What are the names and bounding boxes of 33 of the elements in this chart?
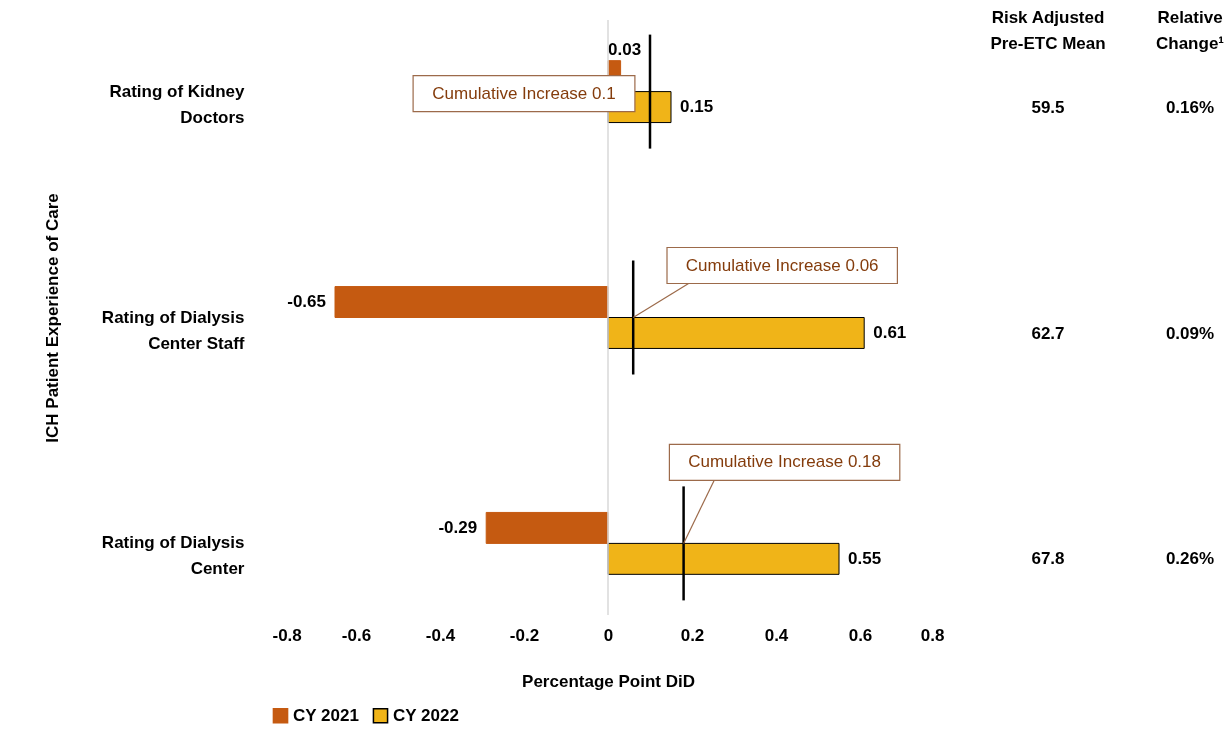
ref-line-label: Cumulative Increase 0.06 bbox=[685, 255, 879, 275]
x-tick-label: 0.8 bbox=[920, 625, 945, 645]
data-label: -0.65 bbox=[287, 292, 326, 312]
legend-label: CY 2022 bbox=[393, 705, 459, 725]
ref-line-label: Cumulative Increase 0.18 bbox=[688, 452, 881, 472]
x-tick-label: 0.4 bbox=[764, 625, 789, 645]
text: Relative Change¹ bbox=[1156, 8, 1225, 53]
y-tick-label: Rating of Dialysis Center Staff bbox=[101, 307, 245, 353]
data-label: 0.03 bbox=[608, 40, 642, 60]
x-axis-title: Percentage Point DiD bbox=[522, 671, 695, 691]
text: 67.8 bbox=[1031, 549, 1065, 569]
x-tick-label: -0.6 bbox=[341, 625, 372, 645]
data-label: -0.29 bbox=[438, 517, 478, 537]
text: 0.26% bbox=[1165, 549, 1215, 569]
text: 59.5 bbox=[1031, 97, 1065, 117]
x-tick-label: -0.2 bbox=[509, 625, 540, 645]
y-tick-label: Rating of Kidney Doctors bbox=[109, 81, 246, 127]
x-tick-label: 0.6 bbox=[848, 625, 873, 645]
text: Risk Adjusted Pre-ETC Mean bbox=[990, 8, 1106, 53]
x-tick-label: -0.8 bbox=[272, 625, 302, 645]
x-tick-label: 0 bbox=[603, 625, 614, 645]
x-tick-label: -0.4 bbox=[425, 625, 456, 645]
y-axis-title: ICH Patient Experience of Care bbox=[42, 193, 62, 443]
data-label: 0.15 bbox=[680, 97, 714, 117]
text: 0.09% bbox=[1165, 323, 1215, 343]
y-tick-label: Rating of Dialysis Center bbox=[101, 533, 245, 579]
x-tick-label: 0.2 bbox=[680, 625, 705, 645]
data-label: 0.55 bbox=[848, 548, 882, 568]
data-label: 0.61 bbox=[873, 322, 907, 342]
legend-label: CY 2021 bbox=[293, 705, 359, 725]
ref-line-label: Cumulative Increase 0.1 bbox=[432, 83, 616, 103]
text: 62.7 bbox=[1031, 323, 1065, 343]
text: 0.16% bbox=[1165, 97, 1215, 117]
